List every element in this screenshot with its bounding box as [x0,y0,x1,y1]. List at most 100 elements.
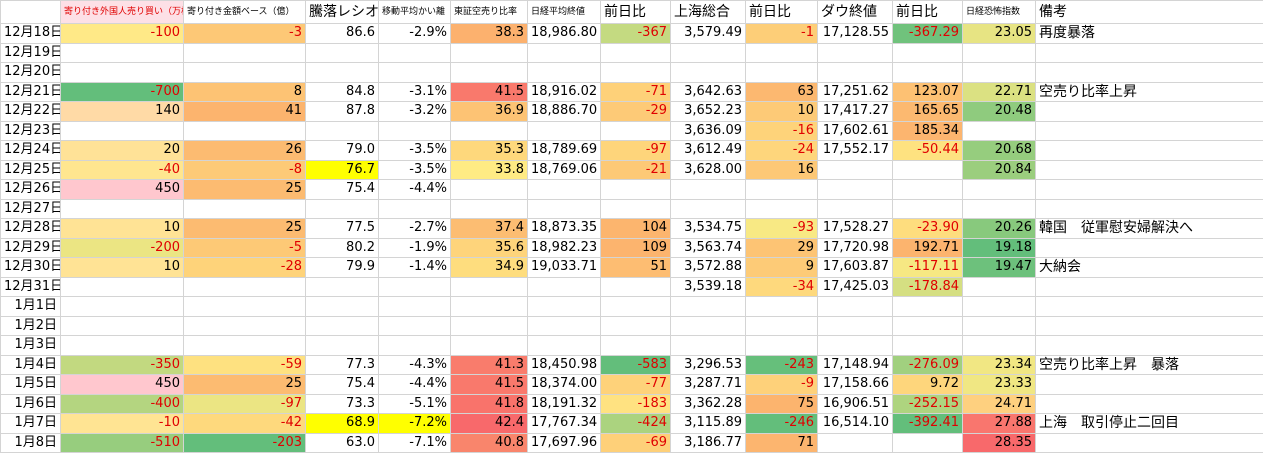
value-cell [670,42,746,63]
value-cell: 23.33 [962,374,1036,395]
note-cell [1035,276,1263,297]
value-cell: -42 [183,413,306,434]
note-cell [1035,393,1263,414]
value-cell [60,120,184,141]
date-cell: 1月8日 [0,432,61,453]
header-cell: 前日比 [745,0,818,24]
date-cell: 1月1日 [0,296,61,317]
value-cell [745,62,818,83]
value-cell [892,198,963,219]
value-cell: -583 [600,354,671,375]
value-cell: 24.71 [962,393,1036,414]
value-cell: 25 [183,179,306,200]
value-cell: -1.4% [378,257,451,278]
value-cell: 41.5 [450,374,528,395]
value-cell: 3,642.63 [670,81,746,102]
value-cell [378,198,451,219]
value-cell [450,315,528,336]
value-cell: 68.9 [305,413,379,434]
date-cell: 12月27日 [0,198,61,219]
header-cell: 寄り付き金額ベース（億） [183,0,306,24]
value-cell: 25 [183,374,306,395]
value-cell [305,335,379,356]
value-cell [183,198,306,219]
note-cell: 韓国 従軍慰安婦解決へ [1035,218,1263,239]
value-cell [305,198,379,219]
value-cell: 63 [745,81,818,102]
date-cell: 12月28日 [0,218,61,239]
value-cell [817,198,893,219]
value-cell [962,42,1036,63]
value-cell [892,62,963,83]
value-cell [745,335,818,356]
value-cell [305,315,379,336]
date-cell: 12月18日 [0,23,61,44]
value-cell [378,62,451,83]
value-cell: 3,572.88 [670,257,746,278]
value-cell [450,42,528,63]
value-cell: -24 [745,140,818,161]
value-cell: -3.5% [378,140,451,161]
value-cell [60,198,184,219]
value-cell: -8 [183,159,306,180]
value-cell [527,120,601,141]
value-cell [600,179,671,200]
value-cell [817,179,893,200]
date-cell: 1月4日 [0,354,61,375]
value-cell: -183 [600,393,671,414]
date-cell: 1月2日 [0,315,61,336]
value-cell: 29 [745,237,818,258]
value-cell: -3.1% [378,81,451,102]
value-cell [450,296,528,317]
value-cell: 8 [183,81,306,102]
value-cell: -5.1% [378,393,451,414]
data-row: 12月18日 -100 -3 86.6 -2.9% 38.3 18,986.80 -367 3,… [0,23,1263,44]
value-cell: 18,986.80 [527,23,601,44]
value-cell: 17,128.55 [817,23,893,44]
value-cell: 63.0 [305,432,379,453]
value-cell: 41.3 [450,354,528,375]
value-cell: 3,362.28 [670,393,746,414]
value-cell: -400 [60,393,184,414]
note-cell [1035,120,1263,141]
data-row: 12月23日 3,636.09 -16 17,602.61 185.34 [0,120,1263,141]
value-cell [305,276,379,297]
value-cell [892,179,963,200]
value-cell [450,62,528,83]
value-cell: 17,528.27 [817,218,893,239]
value-cell [305,42,379,63]
value-cell [305,62,379,83]
data-row: 1月5日 450 25 75.4 -4.4% 41.5 18,374.00 -77 3,287.… [0,374,1263,395]
value-cell: -28 [183,257,306,278]
value-cell: 140 [60,101,184,122]
value-cell: 9 [745,257,818,278]
value-cell [183,315,306,336]
value-cell [892,335,963,356]
value-cell: 165.65 [892,101,963,122]
note-cell [1035,179,1263,200]
data-row: 12月27日 [0,198,1263,219]
value-cell [183,62,306,83]
value-cell: 18,769.06 [527,159,601,180]
note-cell [1035,42,1263,63]
value-cell: 10 [745,101,818,122]
value-cell: 20.48 [962,101,1036,122]
value-cell [670,179,746,200]
value-cell: 18,982.23 [527,237,601,258]
note-cell [1035,296,1263,317]
value-cell: -1.9% [378,237,451,258]
date-cell: 1月3日 [0,335,61,356]
value-cell: 75.4 [305,374,379,395]
value-cell: 18,450.98 [527,354,601,375]
date-cell: 12月20日 [0,62,61,83]
date-cell: 12月25日 [0,159,61,180]
value-cell: 19.18 [962,237,1036,258]
value-cell: 26 [183,140,306,161]
value-cell [527,335,601,356]
value-cell: -34 [745,276,818,297]
value-cell: 37.4 [450,218,528,239]
value-cell: 3,539.18 [670,276,746,297]
value-cell [745,179,818,200]
header-row: 寄り付き外国人売り買い（万株）寄り付き金額ベース（億）騰落レシオ移動平均かい離東… [0,0,1263,24]
